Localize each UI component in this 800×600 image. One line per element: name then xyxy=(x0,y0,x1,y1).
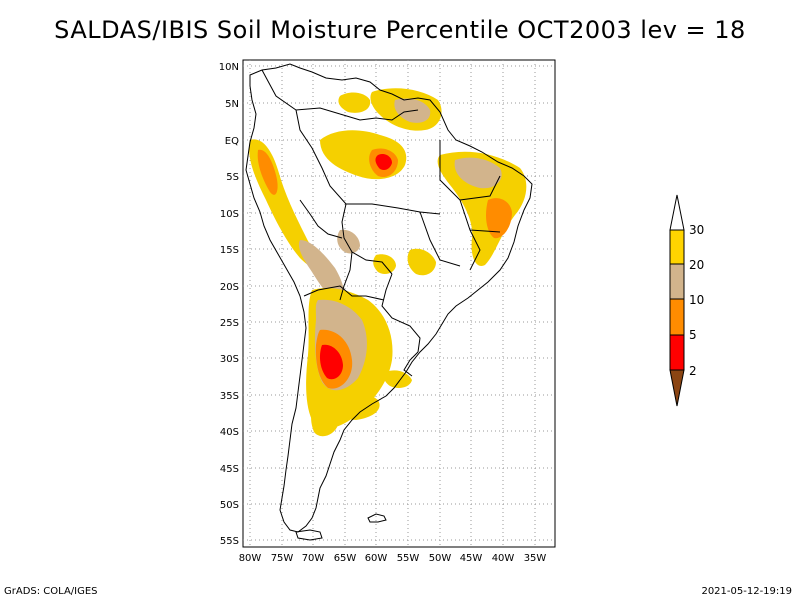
lon-tick-45w: 45W xyxy=(460,553,483,564)
lon-tick-80w: 80W xyxy=(239,553,262,564)
legend-label-30: 30 xyxy=(689,223,704,237)
country-border-2 xyxy=(339,109,419,121)
legend-label-2: 2 xyxy=(689,364,697,378)
lon-tick-75w: 75W xyxy=(271,553,294,564)
lat-tick-30s: 30S xyxy=(220,354,239,365)
lon-tick-35w: 35W xyxy=(524,553,547,564)
shade-ne-orange xyxy=(486,198,512,239)
legend-arrow-bottom xyxy=(669,369,685,407)
footer-credit: GrADS: COLA/IGES xyxy=(4,586,98,597)
lon-tick-labels: 80W 75W 70W 65W 60W 55W 50W 45W 40W 35W xyxy=(239,553,547,564)
map-title: SALDAS/IBIS Soil Moisture Percentile OCT… xyxy=(54,16,746,44)
country-border-7 xyxy=(303,285,385,301)
country-border-3 xyxy=(295,109,441,215)
lat-tick-20s: 20S xyxy=(220,282,239,293)
lon-tick-40w: 40W xyxy=(492,553,515,564)
legend-label-10: 10 xyxy=(689,293,704,307)
legend-swatch-10-20 xyxy=(669,263,685,300)
lat-tick-45s: 45S xyxy=(220,464,239,475)
gridlines xyxy=(243,60,555,547)
shade-south-red xyxy=(319,344,343,380)
lat-tick-50s: 50S xyxy=(220,500,239,511)
shade-bolivia xyxy=(337,229,360,254)
lat-tick-10s: 10S xyxy=(220,209,239,220)
lat-tick-55s: 55S xyxy=(220,536,239,547)
shade-andes-tan xyxy=(298,240,344,300)
lat-tick-15s: 15S xyxy=(220,245,239,256)
shade-pampa xyxy=(334,390,380,420)
map-frame xyxy=(242,59,556,548)
state-borders-brazil xyxy=(419,140,501,271)
country-border-5 xyxy=(381,273,421,353)
shade-east-coast xyxy=(437,151,527,266)
shade-brazil-south xyxy=(407,248,436,276)
legend-swatch-20-30 xyxy=(669,229,685,265)
country-border-9 xyxy=(403,351,419,377)
lon-tick-55w: 55W xyxy=(397,553,420,564)
lon-tick-60w: 60W xyxy=(365,553,388,564)
lat-tick-40s: 40S xyxy=(220,427,239,438)
legend-label-20: 20 xyxy=(689,258,704,272)
shade-ne-tan xyxy=(454,157,502,189)
lat-tick-labels: 10N 5N EQ 5S 10S 15S 20S 25S 30S 35S 40S… xyxy=(219,62,239,547)
data-shading xyxy=(249,88,527,437)
lon-tick-65w: 65W xyxy=(334,553,357,564)
country-border-8 xyxy=(299,199,343,239)
lat-tick-10n: 10N xyxy=(219,62,239,73)
footer-timestamp: 2021-05-12-19:19 xyxy=(701,586,792,597)
legend-swatch-5-10 xyxy=(669,298,685,336)
legend-swatch-2-5 xyxy=(669,334,685,371)
south-america-coastline xyxy=(245,63,533,533)
legend: 30 20 10 5 2 xyxy=(669,194,704,407)
lat-tick-35s: 35S xyxy=(220,391,239,402)
lat-tick-5n: 5N xyxy=(225,99,239,110)
shade-pantanal xyxy=(373,254,396,274)
lon-tick-70w: 70W xyxy=(302,553,325,564)
country-border-1 xyxy=(261,69,341,115)
shade-amazon-red2 xyxy=(375,153,392,171)
legend-label-5: 5 xyxy=(689,328,697,342)
shade-uruguay xyxy=(383,370,412,388)
lat-tick-5s: 5S xyxy=(226,172,239,183)
legend-arrow-top xyxy=(669,194,685,231)
lat-tick-eq: EQ xyxy=(225,136,239,147)
shade-venezuela xyxy=(338,92,371,113)
coastline-outline xyxy=(245,63,533,541)
shade-peru-orange xyxy=(257,149,278,195)
country-border-6 xyxy=(339,251,353,301)
falklands xyxy=(367,513,387,523)
lat-tick-25s: 25S xyxy=(220,318,239,329)
lon-tick-50w: 50W xyxy=(429,553,452,564)
tierra-del-fuego xyxy=(295,529,323,541)
shade-patagonia xyxy=(311,404,339,437)
